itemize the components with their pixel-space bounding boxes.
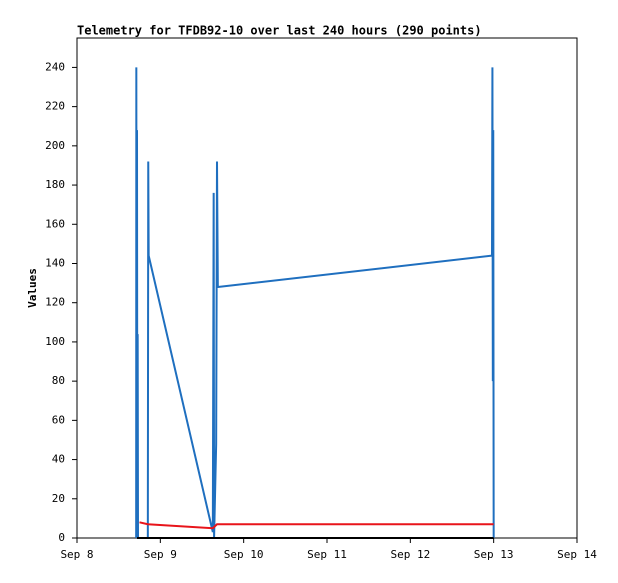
x-tick-label: Sep 14 xyxy=(557,548,597,561)
y-tick-label: 160 xyxy=(45,217,65,230)
x-tick-label: Sep 11 xyxy=(307,548,347,561)
chart-title: Telemetry for TFDB92-10 over last 240 ho… xyxy=(77,24,482,38)
y-tick-label: 40 xyxy=(52,453,65,466)
series-line xyxy=(139,521,494,530)
x-tick-label: Sep 10 xyxy=(224,548,264,561)
y-tick-label: 20 xyxy=(52,492,65,505)
y-tick-label: 140 xyxy=(45,256,65,269)
y-tick-label: 220 xyxy=(45,100,65,113)
y-tick-label: 180 xyxy=(45,178,65,191)
y-tick-label: 240 xyxy=(45,60,65,73)
x-tick-label: Sep 12 xyxy=(390,548,430,561)
y-axis-label: Values xyxy=(26,268,39,308)
y-tick-label: 120 xyxy=(45,296,65,309)
x-tick-label: Sep 13 xyxy=(474,548,514,561)
y-tick-label: 60 xyxy=(52,413,65,426)
y-tick-label: 80 xyxy=(52,374,65,387)
x-tick-label: Sep 9 xyxy=(144,548,177,561)
x-tick-label: Sep 8 xyxy=(60,548,93,561)
y-tick-label: 0 xyxy=(58,531,65,544)
series-line xyxy=(135,67,495,539)
y-tick-label: 200 xyxy=(45,139,65,152)
y-tick-label: 100 xyxy=(45,335,65,348)
